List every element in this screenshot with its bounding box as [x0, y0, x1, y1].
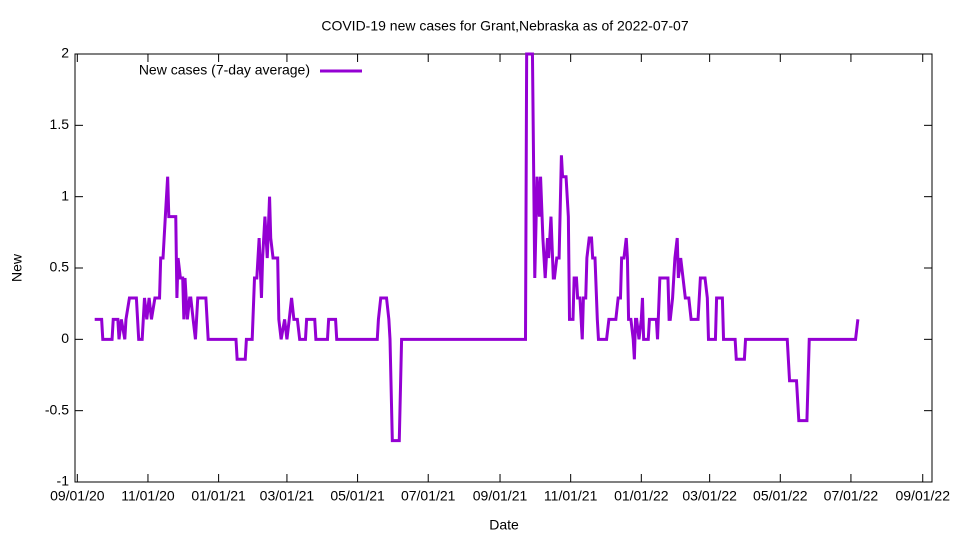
- x-tick-label: 09/01/20: [50, 488, 105, 504]
- x-tick-label: 09/01/21: [473, 488, 528, 504]
- data-line: [94, 52, 860, 443]
- x-tick-label: 09/01/22: [895, 488, 950, 504]
- x-tick-label: 03/01/22: [682, 488, 737, 504]
- x-tick-label: 11/01/21: [544, 488, 598, 504]
- y-tick-label: 0: [61, 330, 69, 346]
- y-axis-label: New: [9, 253, 25, 282]
- y-tick-label: -1: [57, 473, 70, 489]
- y-tick-label: -0.5: [45, 401, 69, 417]
- x-tick-label: 05/01/22: [753, 488, 808, 504]
- y-tick-label: 1.5: [50, 116, 70, 132]
- x-axis-label: Date: [489, 517, 519, 533]
- y-tick-label: 2: [61, 45, 69, 61]
- chart-title: COVID-19 new cases for Grant,Nebraska as…: [321, 18, 689, 34]
- y-tick-label: 0.5: [50, 259, 70, 275]
- legend-label: New cases (7-day average): [139, 62, 310, 78]
- x-tick-label: 07/01/21: [401, 488, 456, 504]
- x-tick-label: 07/01/22: [824, 488, 879, 504]
- x-tick-label: 01/01/21: [191, 488, 246, 504]
- x-tick-label: 01/01/22: [614, 488, 669, 504]
- y-tick-label: 1: [61, 187, 69, 203]
- x-tick-label: 03/01/21: [260, 488, 315, 504]
- x-tick-label: 11/01/20: [121, 488, 175, 504]
- x-tick-label: 05/01/21: [330, 488, 385, 504]
